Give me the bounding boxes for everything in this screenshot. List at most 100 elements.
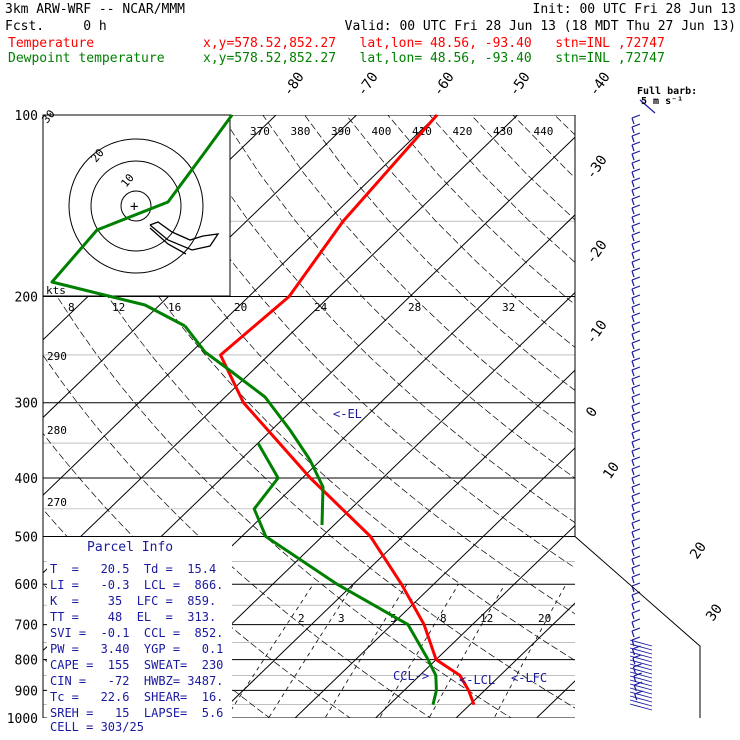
dry-adiabat [470,115,575,221]
wind-barb [629,683,653,691]
dewpoint-line [252,442,438,705]
wind-barb [631,483,641,488]
wind-barb [633,663,642,668]
wind-barb-staff [631,405,635,413]
dry-adiabat [429,115,575,263]
wind-barb [631,618,641,623]
wind-barb [631,330,641,335]
dry-adiabat-label: 270 [47,496,67,509]
wind-barb-staff [631,144,635,152]
isotherm-line [684,87,740,730]
wind-barb [631,177,641,182]
wind-barb-staff [631,207,635,215]
wind-barb-staff [631,612,635,620]
wind-barb [629,675,653,683]
isotherm-line [213,369,575,718]
wind-barb [631,276,641,281]
wind-barb [631,627,641,632]
isotherm-label: -70 [354,69,382,99]
wind-barb [629,651,653,659]
dewpoint-line [50,114,234,328]
wind-barb [634,681,643,686]
wind-barb-staff [631,567,635,575]
wind-barb [631,402,641,407]
wind-barb-staff [634,693,638,701]
mixing-ratio-label: 8 [440,612,447,625]
wind-barb-staff [631,216,635,224]
dry-adiabat [43,272,512,718]
dry-adiabat-label: 280 [47,424,67,437]
parcel-row: SVI = -0.1 CCL = 852. [50,626,224,640]
dry-adiabat [680,115,740,731]
hodograph-ring [90,160,182,252]
wind-barb [631,294,641,299]
pressure-label: 700 [15,619,38,634]
wind-barb [631,357,641,362]
wind-barb [631,285,641,290]
wind-barb [631,303,641,308]
wind-barb-staff [631,540,635,548]
mixing-ratio-label: 12 [480,612,493,625]
wind-barb-staff [631,297,635,305]
wind-barb-staff [631,180,635,188]
wind-barb-staff [631,243,635,251]
mixing-ratio-label: 2 [298,612,305,625]
wind-barb-staff [631,414,635,422]
wind-barb-staff [631,576,635,584]
mixing-ratio-line [268,583,355,718]
ccl-annotation: CCL-> [393,669,429,683]
dry-adiabat [0,115,42,731]
wind-barb-staff [631,342,635,350]
wind-barb-staff [631,558,635,566]
wind-barb [631,546,641,551]
wind-barb [631,393,641,398]
mixing-ratio-line [324,583,408,718]
mixing-ratio-line [428,583,506,718]
temperature-line [219,114,476,706]
isotherm-label: -20 [583,237,611,267]
lcl-annotation: <-LCL [459,673,495,687]
wind-barb [631,564,641,569]
model-title: 3km ARW-WRF -- NCAR/MMM [5,2,186,17]
wind-barb [629,691,653,699]
wind-barb-staff [631,153,635,161]
wind-barb-staff [631,315,635,323]
parcel-row: CELL = 303/25 [50,720,144,734]
wind-barb-staff [631,117,635,125]
isotherm-label: -10 [583,317,611,347]
dry-adiabat [304,115,575,391]
wind-barb-staff [631,603,635,611]
temperature-label: Temperature [8,36,95,51]
wind-barb [629,655,653,663]
dry-adiabat [43,183,575,709]
mixing-ratio-line [493,584,567,718]
wind-barb-staff [631,252,635,260]
mixing-ratio-line [225,583,314,718]
wind-barb-staff [631,621,635,629]
wind-barb-staff [631,270,635,278]
dry-adiabat [220,115,575,479]
pressure-label: 800 [15,654,38,669]
wind-barb-staff [631,630,635,638]
isotherm-label: 0 [583,404,601,420]
parcel-annotations: <-EL <-LCL <-LFC CCL-> [333,407,547,687]
wind-barb [631,573,641,578]
isotherm-line [43,115,438,496]
wind-barb [631,141,641,146]
wind-barb-staff [631,189,635,197]
dry-adiabat [95,115,575,615]
wind-barb [631,474,641,479]
wind-barb-staff [631,423,635,431]
dewpoint-location: x,y=578.52,852.27 lat,lon= 48.56, -93.40… [203,51,665,66]
pressure-label: 300 [15,397,38,412]
wind-barb-staff [631,198,635,206]
thickness-label: 8 [68,301,75,314]
wind-barb-staff [631,594,635,602]
wind-barb-staff [631,549,635,557]
wind-barb-staff [631,459,635,467]
hodograph-origin: + [130,199,138,215]
wind-key-unit: 5 m s⁻¹ [641,96,684,107]
theta-e-label: 380 [291,125,311,138]
theta-e-label: 390 [331,125,351,138]
